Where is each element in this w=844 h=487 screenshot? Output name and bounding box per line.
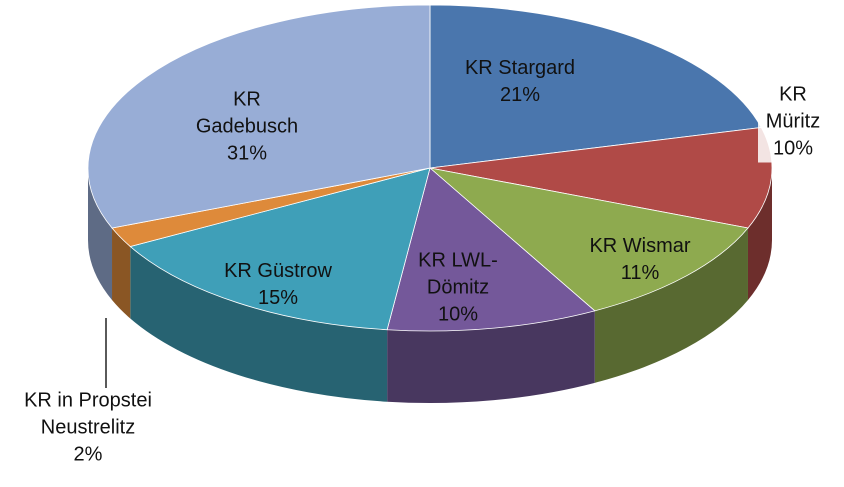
value-label: 15% xyxy=(257,287,299,309)
category-label: KR Wismar xyxy=(589,235,691,257)
slice xyxy=(429,4,762,169)
slice xyxy=(87,4,431,229)
slice-label: KR LWL-Dömitz 10% xyxy=(408,248,508,329)
slice xyxy=(386,167,596,332)
slice-label: KR Güstrow 15% xyxy=(198,258,358,312)
category-label: KR Müritz xyxy=(765,83,821,133)
category-label: KR LWL-Dömitz xyxy=(418,249,498,299)
slice-label: KR Gadebusch 31% xyxy=(187,87,307,168)
slice-side xyxy=(747,168,772,301)
value-label: 2% xyxy=(73,443,103,466)
slice-side xyxy=(88,168,113,301)
slice-side xyxy=(594,228,748,383)
slice-label: KR in Propstei Neustrelitz 2% xyxy=(0,388,183,469)
value-label: 31% xyxy=(226,142,268,165)
category-label: KR Stargard xyxy=(464,57,576,79)
value-label: 10% xyxy=(772,137,814,160)
slice-side xyxy=(387,310,595,403)
category-label: KR Güstrow xyxy=(224,260,332,282)
category-label: KR Gadebusch xyxy=(195,88,299,138)
slice-label: KR Müritz 10% xyxy=(758,81,828,163)
category-label: KR in Propstei Neustrelitz xyxy=(24,389,152,439)
value-label: 21% xyxy=(499,84,541,106)
value-label: 10% xyxy=(437,303,479,326)
slice-side xyxy=(112,228,131,319)
slice-label: KR Wismar 11% xyxy=(560,233,720,287)
slice-label: KR Stargard 21% xyxy=(420,55,620,109)
slice xyxy=(129,167,431,331)
slice-side xyxy=(130,246,388,402)
value-label: 11% xyxy=(620,262,660,284)
slice xyxy=(428,167,749,312)
